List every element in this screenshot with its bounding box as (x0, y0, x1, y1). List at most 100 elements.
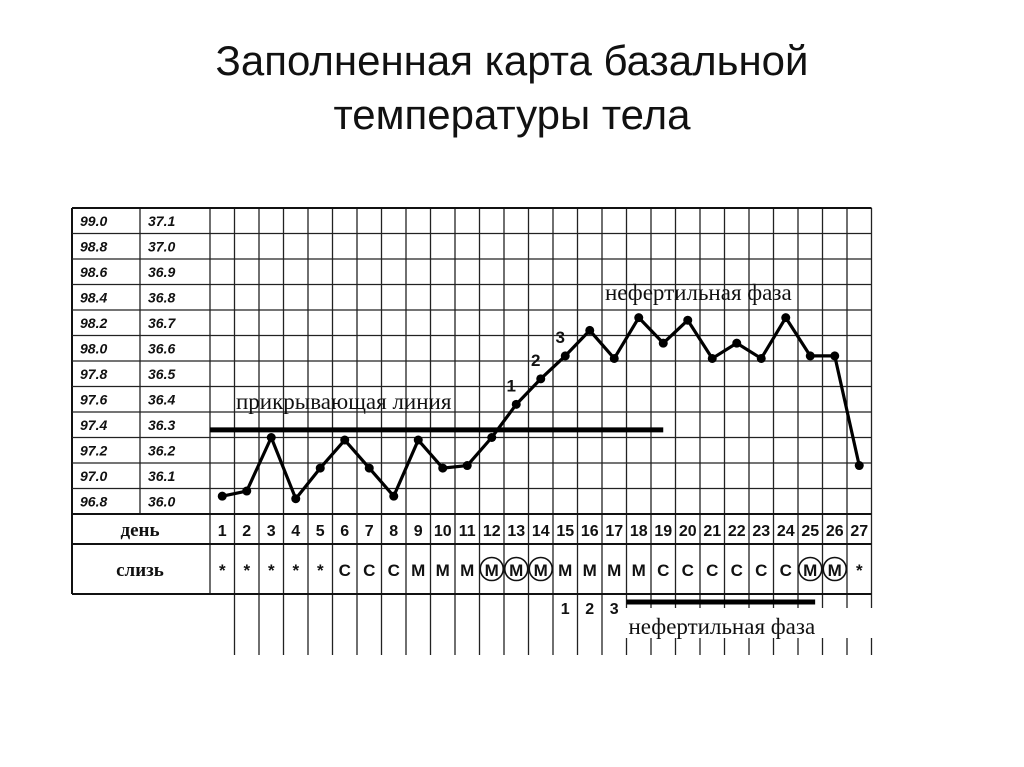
mucus-label: С (706, 561, 718, 580)
day-label: 8 (389, 523, 398, 540)
mucus-label: М (436, 561, 450, 580)
temperature-point (830, 351, 840, 361)
mucus-label: М (583, 561, 597, 580)
day-label: 14 (532, 523, 550, 540)
y-tick-fahrenheit: 97.2 (80, 442, 107, 458)
mucus-label: М (632, 561, 646, 580)
post-peak-count-label: 1 (561, 601, 570, 618)
mucus-peak-circle (822, 556, 848, 582)
day-label: 1 (218, 523, 227, 540)
day-label: 11 (459, 523, 476, 540)
temperature-point (609, 353, 619, 363)
mucus-label: * (856, 561, 863, 580)
rise-count-label: 1 (507, 376, 516, 395)
mucus-label: С (657, 561, 669, 580)
rise-count-label: 2 (531, 351, 540, 370)
slide-title: Заполненная карта базальной температуры … (0, 34, 1024, 142)
y-tick-celsius: 36.3 (148, 417, 175, 433)
slide-title-line-1: Заполненная карта базальной (215, 37, 809, 84)
temperature-point (707, 353, 717, 363)
y-tick-fahrenheit: 96.8 (80, 493, 107, 509)
cover-line-label: прикрывающая линия (236, 389, 452, 414)
y-tick-celsius: 36.2 (148, 442, 175, 458)
temperature-point (217, 491, 227, 501)
mucus-peak-circle (479, 556, 505, 582)
mucus-label: * (268, 561, 275, 580)
temperature-point (340, 435, 350, 445)
temperature-point (462, 461, 472, 471)
mucus-peak-circle (503, 556, 529, 582)
y-tick-fahrenheit: 99.0 (80, 213, 107, 229)
y-tick-celsius: 37.0 (148, 238, 175, 254)
infertile-label-bg (624, 608, 885, 638)
day-label: 16 (581, 523, 599, 540)
mucus-label: М (485, 561, 499, 580)
y-tick-celsius: 36.0 (148, 493, 175, 509)
mucus-label: М (828, 561, 842, 580)
temperature-point (560, 351, 570, 361)
post-peak-count-label: 3 (610, 601, 619, 618)
temperature-point (242, 486, 252, 496)
mucus-label: * (292, 561, 299, 580)
mucus-label: С (682, 561, 694, 580)
mucus-row-title: слизь (116, 560, 164, 581)
rise-count-label: 3 (556, 328, 565, 347)
mucus-label: М (558, 561, 572, 580)
day-label: 23 (752, 523, 770, 540)
y-tick-celsius: 36.6 (148, 340, 175, 356)
infertile-phase-label-bottom: нефертильная фаза (629, 614, 816, 639)
temperature-point (438, 463, 448, 473)
day-label: 26 (826, 523, 844, 540)
y-tick-fahrenheit: 98.4 (80, 289, 107, 305)
day-label: 12 (483, 523, 501, 540)
y-tick-fahrenheit: 97.6 (80, 391, 107, 407)
mucus-label: С (755, 561, 767, 580)
day-label: 15 (556, 523, 574, 540)
day-label: 27 (850, 523, 868, 540)
temperature-point (658, 338, 668, 348)
y-tick-fahrenheit: 98.0 (80, 340, 107, 356)
temperature-point (389, 491, 399, 501)
y-tick-fahrenheit: 98.2 (80, 315, 107, 331)
temperature-point (683, 315, 693, 325)
y-tick-celsius: 36.7 (148, 315, 176, 331)
temperature-point (805, 351, 815, 361)
mucus-label: М (411, 561, 425, 580)
temperature-point (413, 435, 423, 445)
day-label: 4 (291, 523, 300, 540)
temperature-point (732, 338, 742, 348)
mucus-label: С (339, 561, 351, 580)
mucus-label: С (780, 561, 792, 580)
day-label: 22 (728, 523, 746, 540)
mucus-label: М (460, 561, 474, 580)
temperature-point (854, 461, 864, 471)
y-tick-fahrenheit: 97.0 (80, 468, 107, 484)
temperature-point (364, 463, 374, 473)
day-label: 20 (679, 523, 697, 540)
mucus-label: С (388, 561, 400, 580)
temperature-point (266, 433, 276, 442)
y-tick-celsius: 37.1 (148, 213, 175, 229)
day-label: 7 (365, 523, 374, 540)
mucus-label: С (731, 561, 743, 580)
mucus-label: М (803, 561, 817, 580)
day-label: 2 (242, 523, 251, 540)
day-label: 5 (316, 523, 325, 540)
mucus-label: * (219, 561, 226, 580)
y-tick-celsius: 36.8 (148, 289, 175, 305)
y-tick-celsius: 36.9 (148, 264, 175, 280)
post-peak-count-label: 2 (585, 601, 594, 618)
temperature-point (634, 313, 644, 323)
mucus-label: * (317, 561, 324, 580)
temperature-point (585, 325, 595, 335)
y-tick-fahrenheit: 98.8 (80, 238, 107, 254)
day-label: 6 (340, 523, 349, 540)
day-label: 9 (414, 523, 423, 540)
temperature-point (487, 433, 497, 442)
y-tick-celsius: 36.5 (148, 366, 175, 382)
slide-title-line-2: температуры тела (333, 91, 691, 138)
temperature-point (756, 353, 766, 363)
day-label: 25 (801, 523, 819, 540)
infertile-phase-label-top: нефертильная фаза (605, 280, 792, 305)
